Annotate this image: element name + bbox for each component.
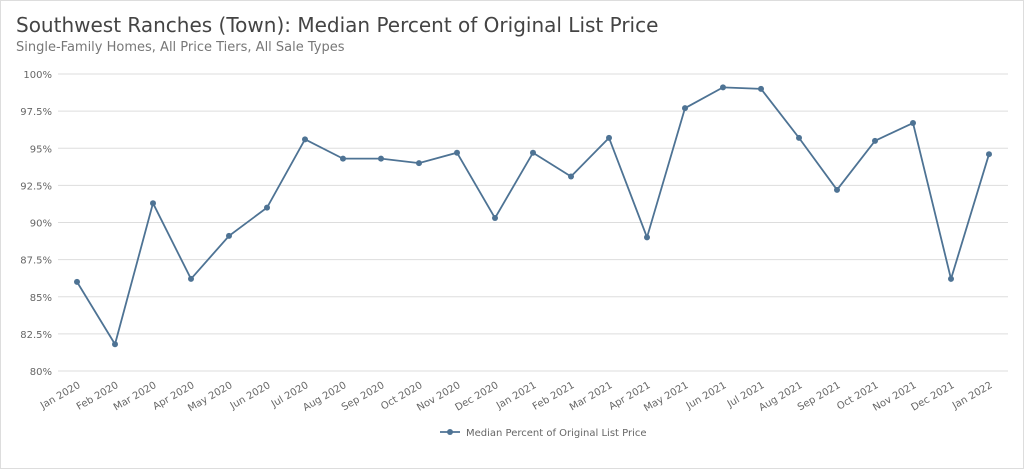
y-tick-label: 100% bbox=[23, 70, 52, 81]
data-point bbox=[302, 136, 308, 143]
data-point bbox=[188, 275, 194, 282]
data-point bbox=[834, 186, 840, 193]
data-point bbox=[150, 200, 156, 207]
data-point bbox=[74, 278, 80, 285]
y-tick-label: 85% bbox=[30, 293, 52, 304]
data-point bbox=[340, 155, 346, 162]
data-point bbox=[986, 151, 992, 158]
legend-label: Median Percent of Original List Price bbox=[466, 428, 647, 439]
data-point bbox=[264, 204, 270, 211]
data-point bbox=[644, 234, 650, 241]
data-point bbox=[568, 173, 574, 180]
chart-subtitle: Single-Family Homes, All Price Tiers, Al… bbox=[16, 40, 345, 55]
data-point bbox=[492, 215, 498, 222]
legend-dot bbox=[447, 429, 453, 435]
data-point bbox=[910, 120, 916, 127]
data-point bbox=[606, 134, 612, 141]
y-tick-label: 90% bbox=[30, 219, 52, 230]
y-tick-label: 95% bbox=[30, 144, 52, 155]
data-point bbox=[758, 85, 764, 92]
data-point bbox=[720, 84, 726, 91]
y-tick-label: 82.5% bbox=[20, 330, 52, 341]
data-point bbox=[948, 275, 954, 282]
data-point bbox=[530, 149, 536, 156]
data-point bbox=[112, 341, 118, 348]
y-tick-label: 97.5% bbox=[20, 107, 52, 118]
data-point bbox=[454, 149, 460, 156]
data-point bbox=[682, 105, 688, 112]
data-point bbox=[226, 232, 232, 239]
data-point bbox=[378, 155, 384, 162]
data-point bbox=[416, 160, 422, 167]
data-point bbox=[796, 134, 802, 141]
y-tick-label: 92.5% bbox=[20, 181, 52, 192]
y-tick-label: 87.5% bbox=[20, 256, 52, 267]
y-tick-label: 80% bbox=[30, 367, 52, 378]
data-point bbox=[872, 137, 878, 144]
chart-title: Southwest Ranches (Town): Median Percent… bbox=[16, 13, 658, 37]
